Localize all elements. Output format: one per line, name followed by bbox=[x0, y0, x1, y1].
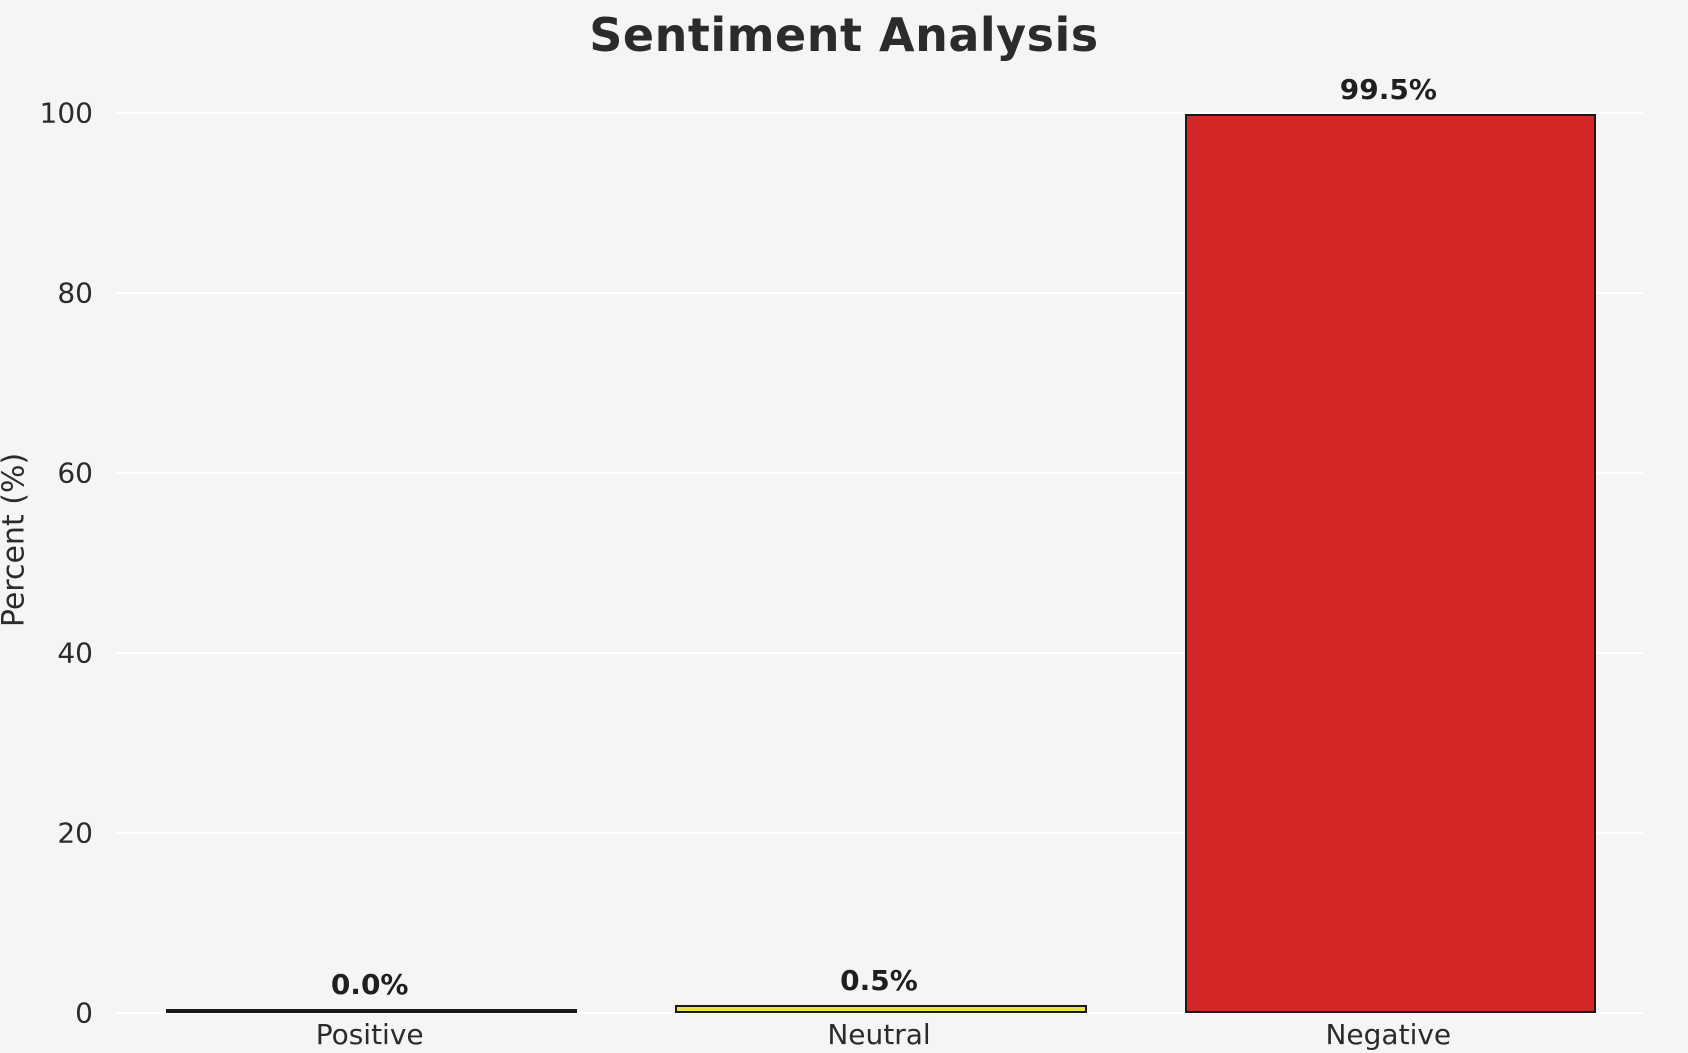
x-tick-label: Negative bbox=[1325, 1018, 1452, 1051]
bar-group-positive: 0.0% bbox=[115, 113, 624, 1013]
gridline bbox=[115, 652, 1643, 654]
bar-value-label: 0.5% bbox=[840, 963, 918, 997]
bar-value-label: 0.0% bbox=[330, 968, 409, 1001]
y-tick-label: 80 bbox=[57, 276, 93, 310]
x-axis: Positive Neutral Negative bbox=[115, 1018, 1643, 1051]
y-tick-label: 60 bbox=[57, 456, 93, 490]
bar-group-negative: 99.5% bbox=[1134, 73, 1643, 1013]
y-tick-label: 100 bbox=[39, 96, 93, 130]
x-tick-label: Positive bbox=[315, 1018, 424, 1051]
bar-neutral bbox=[675, 1004, 1087, 1013]
y-tick-label: 20 bbox=[57, 816, 93, 850]
gridline bbox=[115, 1012, 1643, 1014]
gridline bbox=[115, 832, 1643, 834]
gridline bbox=[115, 472, 1643, 474]
gridline bbox=[115, 292, 1643, 294]
y-axis: 0 20 40 60 80 100 bbox=[0, 97, 105, 1030]
plot-area: 0.0% 0.5% 99.5% bbox=[115, 73, 1643, 1014]
gridline bbox=[115, 112, 1643, 114]
bar-positive bbox=[165, 1009, 578, 1013]
y-tick-label: 40 bbox=[57, 636, 93, 670]
bar-negative bbox=[1184, 113, 1597, 1013]
y-tick-label: 0 bbox=[75, 996, 93, 1030]
bar-value-label: 99.5% bbox=[1339, 72, 1437, 106]
bar-group-neutral: 0.5% bbox=[624, 113, 1133, 1013]
chart-title: Sentiment Analysis bbox=[589, 8, 1099, 62]
x-tick-label: Neutral bbox=[827, 1018, 931, 1051]
